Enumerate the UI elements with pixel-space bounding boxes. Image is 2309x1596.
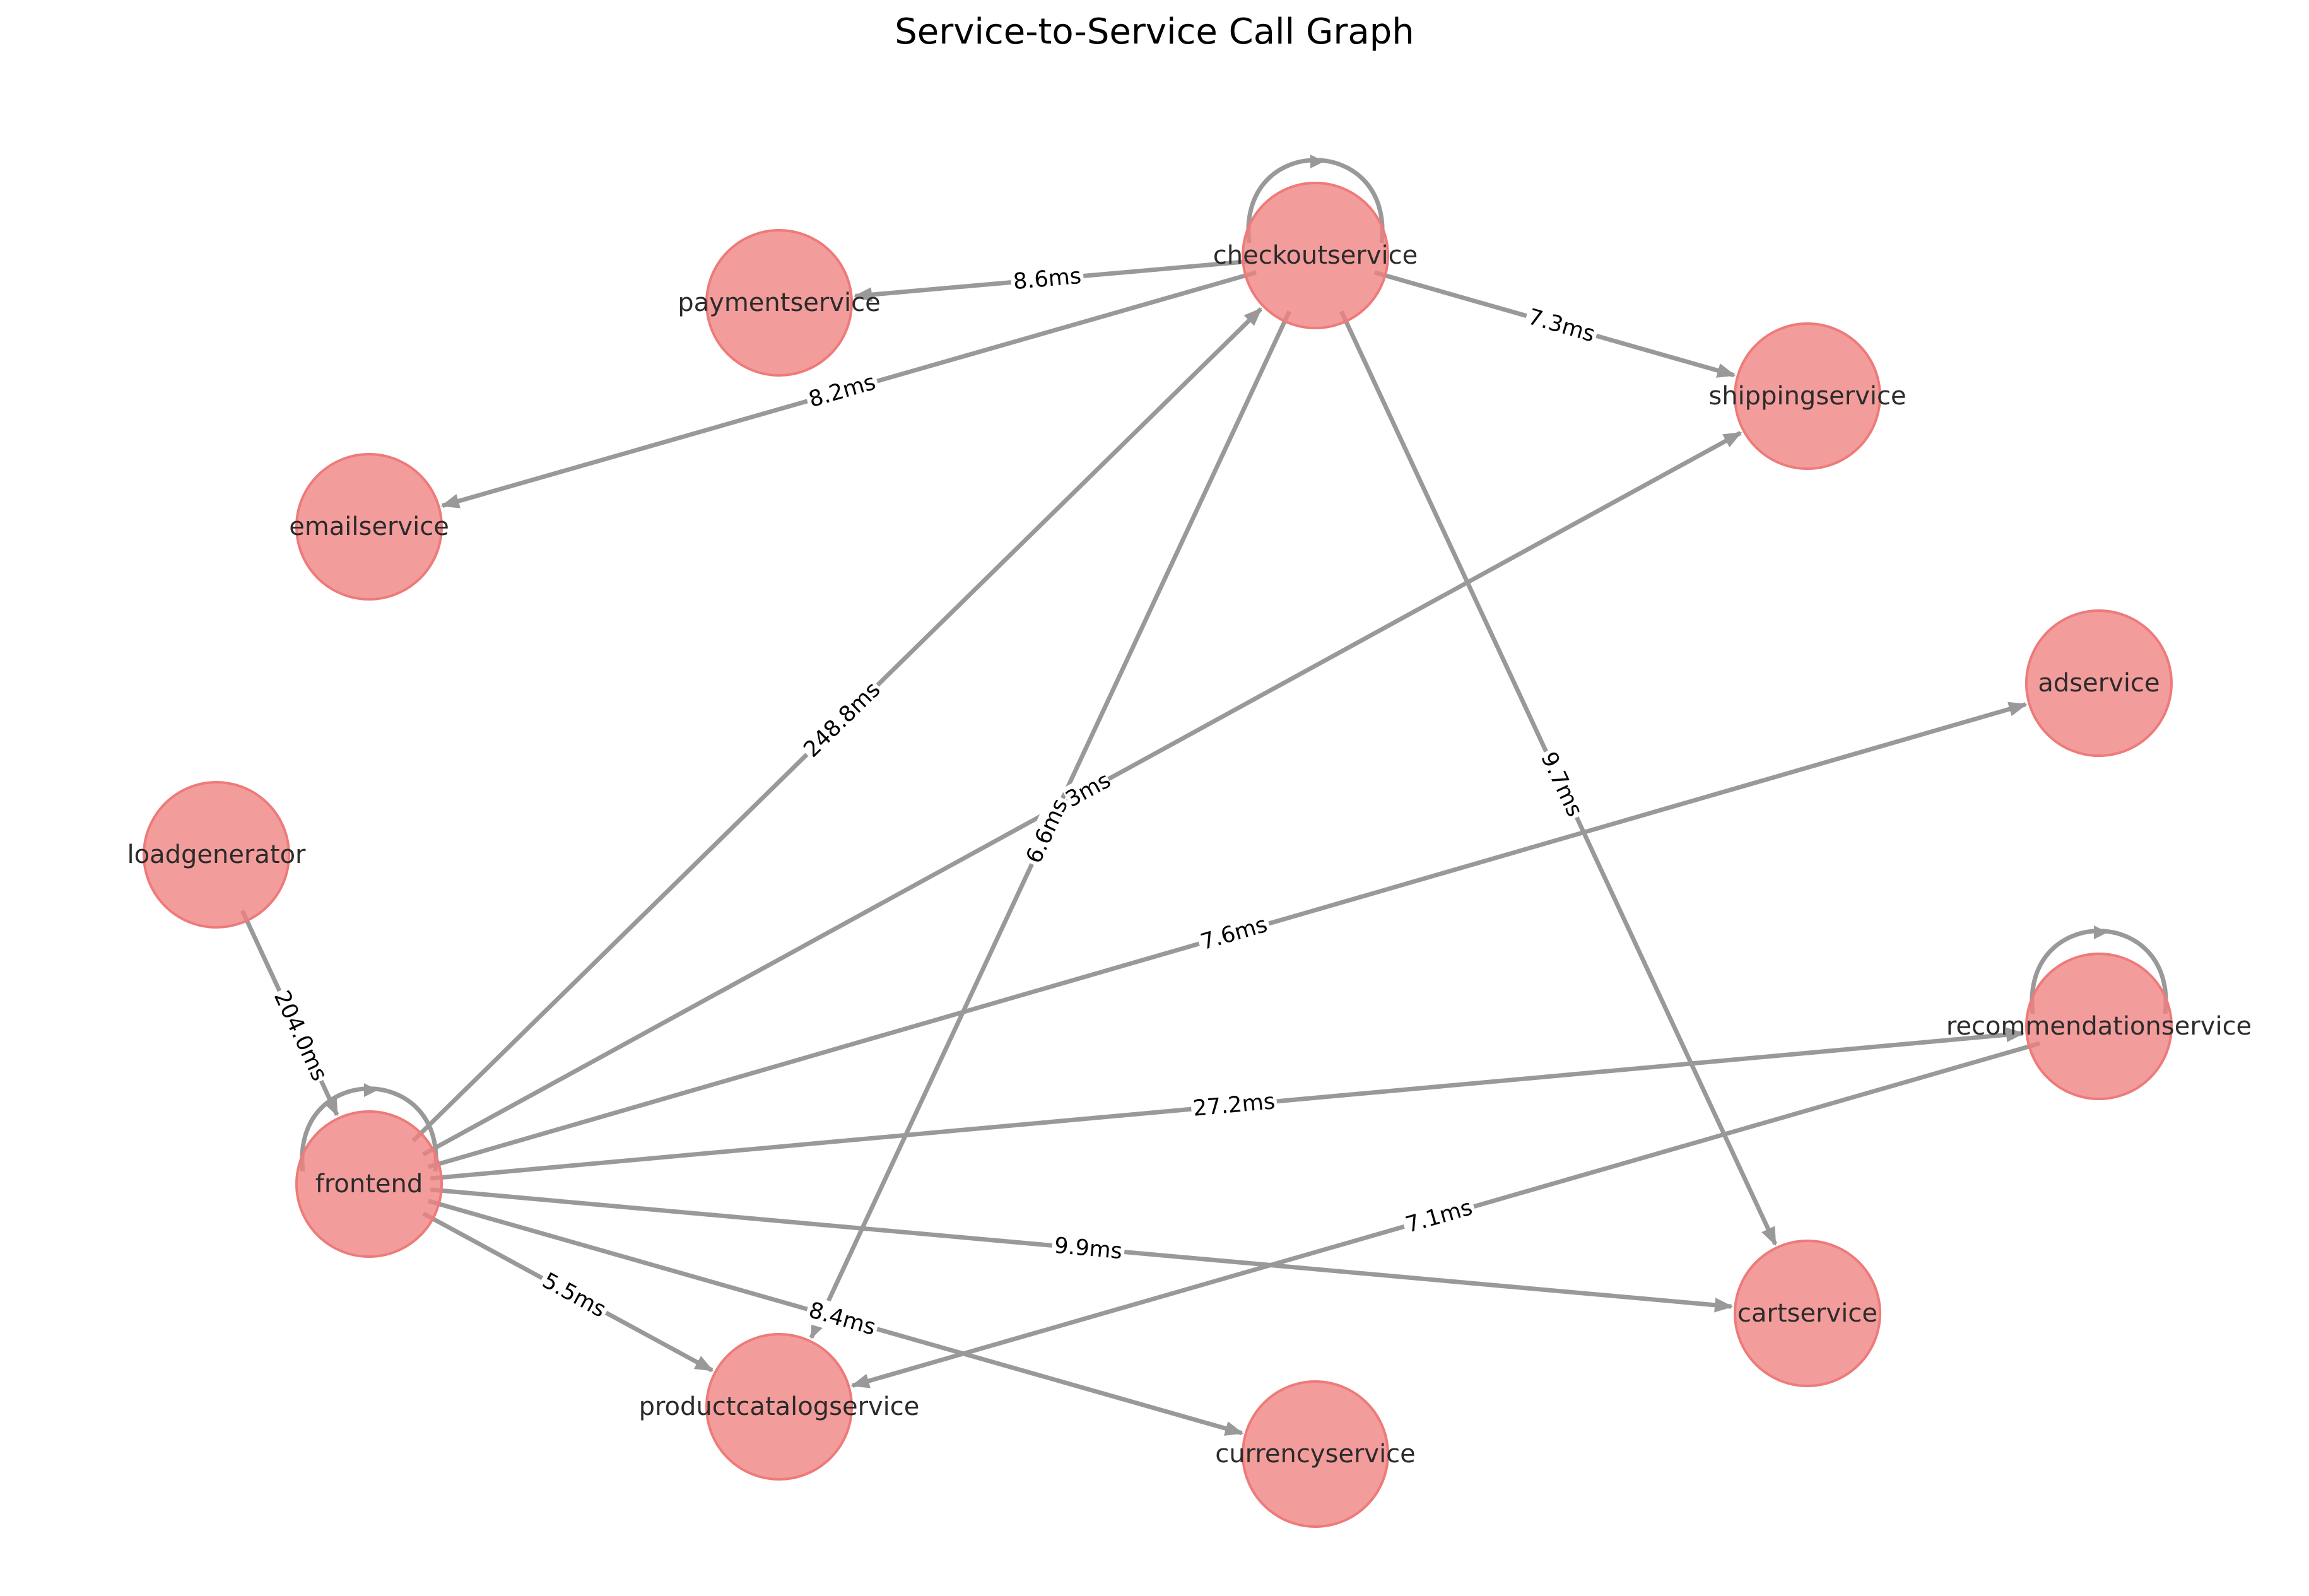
node-label: shippingservice bbox=[1708, 382, 1906, 411]
edge-label: 9.7ms bbox=[1536, 748, 1587, 821]
node-label: loadgenerator bbox=[127, 840, 306, 869]
node-circle[interactable] bbox=[295, 453, 443, 601]
node-label: paymentservice bbox=[678, 288, 880, 317]
node-recommendationservice[interactable]: recommendationservice bbox=[1946, 953, 2252, 1100]
edge-label: 8.4ms bbox=[806, 1298, 879, 1341]
edge-label-group: 5.5ms bbox=[535, 1265, 613, 1325]
edge-label-group: 9.7ms bbox=[1533, 746, 1590, 823]
edge-label-background bbox=[803, 368, 881, 414]
edge-label-group: 248.8ms bbox=[797, 675, 888, 765]
node-currencyservice[interactable]: currencyservice bbox=[1215, 1380, 1416, 1528]
edge-label: 6.6ms bbox=[1021, 795, 1073, 867]
edge-label: 27.2ms bbox=[1192, 1089, 1276, 1122]
node-cartservice[interactable]: cartservice bbox=[1734, 1240, 1881, 1387]
edge-label-background bbox=[1050, 1231, 1126, 1266]
edge-label-group: 9.9ms bbox=[1050, 1231, 1126, 1266]
edge-label-background bbox=[1522, 302, 1601, 349]
edge-label-group: 27.2ms bbox=[1190, 1087, 1278, 1124]
edge-label: 9.9ms bbox=[1053, 1233, 1123, 1265]
self-loop-arrowhead bbox=[1310, 155, 1324, 168]
edge-label-group: 8.2ms bbox=[803, 368, 881, 414]
edge-label-background bbox=[535, 1265, 613, 1325]
self-loop-arrowhead bbox=[364, 1083, 378, 1097]
node-circle[interactable] bbox=[1734, 1240, 1881, 1387]
node-circle[interactable] bbox=[2025, 609, 2173, 757]
edge-label-background bbox=[1009, 262, 1085, 296]
node-emailservice[interactable]: emailservice bbox=[289, 453, 449, 601]
node-checkoutservice[interactable]: checkoutservice bbox=[1213, 182, 1418, 329]
edge-label: 7.3ms bbox=[1525, 304, 1598, 347]
node-label: emailservice bbox=[289, 512, 449, 541]
edge-label-group: 7.1ms bbox=[1400, 1193, 1478, 1240]
node-adservice[interactable]: adservice bbox=[2025, 609, 2173, 757]
edge-label-group: 204.0ms bbox=[267, 985, 334, 1087]
edge-label: 7.1ms bbox=[1403, 1195, 1476, 1238]
self-loop-arrowhead bbox=[2094, 925, 2108, 939]
edge-label-background bbox=[1061, 766, 1115, 814]
node-label: recommendationservice bbox=[1946, 1012, 2252, 1041]
node-shippingservice[interactable]: shippingservice bbox=[1708, 322, 1907, 470]
edges-layer bbox=[240, 155, 2168, 1436]
node-label: currencyservice bbox=[1215, 1440, 1416, 1469]
node-paymentservice[interactable]: paymentservice bbox=[678, 229, 881, 377]
edge-label-background bbox=[803, 1296, 881, 1342]
edge-label-background bbox=[267, 985, 334, 1087]
edge-label-group: 8.4ms bbox=[803, 1296, 881, 1342]
node-productcatalogservice[interactable]: productcatalogservice bbox=[639, 1333, 920, 1481]
edge-label-group: 7.3ms bbox=[1522, 302, 1601, 349]
node-label: checkoutservice bbox=[1213, 241, 1418, 270]
edge-label-background bbox=[1190, 1087, 1278, 1124]
edge-label-group: 7.6ms bbox=[1195, 910, 1273, 958]
node-circle[interactable] bbox=[2025, 953, 2173, 1100]
node-frontend[interactable]: frontend bbox=[295, 1110, 443, 1258]
nodes-layer: checkoutservice paymentservice shippingser… bbox=[127, 182, 2252, 1528]
node-circle[interactable] bbox=[1242, 1380, 1389, 1528]
edge-label-group: 6.6ms bbox=[1019, 792, 1076, 870]
node-label: cartservice bbox=[1737, 1299, 1877, 1328]
edge-label-background bbox=[1195, 910, 1273, 958]
edge-labels-layer: 8.6ms8.2ms7.3ms9.7ms6.6ms204.0ms248.8ms3… bbox=[267, 262, 1601, 1342]
edge-label: 8.6ms bbox=[1012, 264, 1082, 295]
node-circle[interactable] bbox=[1734, 322, 1881, 470]
edge-label: 8.2ms bbox=[806, 370, 879, 413]
node-loadgenerator[interactable]: loadgenerator bbox=[127, 781, 306, 929]
edge-label-background bbox=[1400, 1193, 1478, 1240]
graph-title: Service-to-Service Call Graph bbox=[895, 11, 1414, 52]
node-circle[interactable] bbox=[143, 781, 290, 929]
edge-label-background bbox=[1533, 746, 1590, 823]
node-circle[interactable] bbox=[705, 229, 853, 377]
node-circle[interactable] bbox=[295, 1110, 443, 1258]
node-label: adservice bbox=[2038, 669, 2159, 698]
edge-label-group: 8.6ms bbox=[1009, 262, 1085, 296]
node-circle[interactable] bbox=[1242, 182, 1389, 329]
node-circle[interactable] bbox=[705, 1333, 853, 1481]
edge-label: 5.5ms bbox=[538, 1268, 610, 1323]
edge-label-background bbox=[1019, 792, 1076, 870]
node-label: productcatalogservice bbox=[639, 1392, 920, 1421]
edge-label-background bbox=[797, 675, 888, 765]
edge-label: 248.8ms bbox=[799, 677, 886, 762]
edge-label: 204.0ms bbox=[269, 987, 332, 1084]
node-label: frontend bbox=[315, 1170, 423, 1199]
edge-label: 7.6ms bbox=[1198, 912, 1271, 955]
